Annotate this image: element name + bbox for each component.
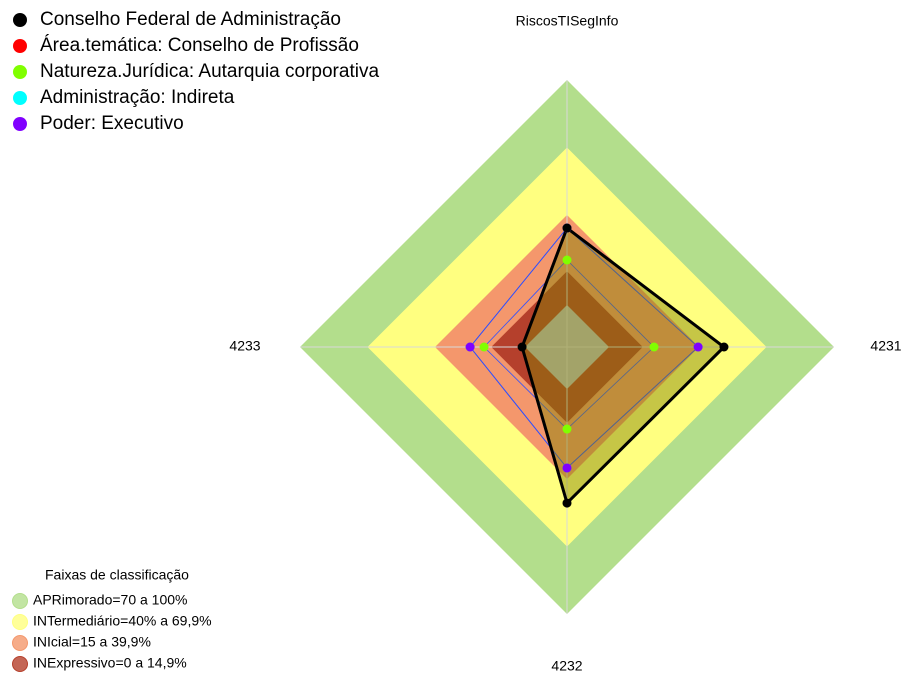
series-point: [479, 342, 489, 352]
legend-title: Faixas de classificação: [45, 567, 189, 583]
series-point: [649, 342, 659, 352]
legend-marker: [13, 39, 27, 53]
series-point: [517, 342, 527, 352]
legend-label: Administração: Indireta: [40, 87, 235, 108]
series-point: [562, 255, 572, 265]
legend-label: INIcial=15 a 39,9%: [33, 634, 151, 650]
legend-marker: [12, 614, 28, 630]
series-point: [562, 463, 572, 473]
series-point: [562, 424, 572, 434]
series-point: [465, 342, 475, 352]
series-point: [562, 498, 572, 508]
legend-marker: [13, 117, 27, 131]
legend-label: APRimorado=70 a 100%: [33, 592, 188, 608]
legend-marker: [13, 65, 27, 79]
legend-marker: [13, 13, 27, 27]
legend-marker: [13, 91, 27, 105]
series-point: [693, 342, 703, 352]
axis-label: 4231: [870, 338, 901, 354]
series-point: [562, 223, 572, 233]
axis-label: 4232: [551, 658, 582, 674]
axis-label: RiscosTISegInfo: [516, 13, 619, 29]
legend-marker: [12, 656, 28, 672]
legend-label: Área.temática: Conselho de Profissão: [40, 35, 359, 56]
legend-label: INExpressivo=0 a 14,9%: [33, 655, 187, 671]
series-point: [719, 342, 729, 352]
legend-marker: [12, 635, 28, 651]
legend-label: Natureza.Jurídica: Autarquia corporativa: [40, 61, 379, 82]
legend-marker: [12, 593, 28, 609]
legend-label: INTermediário=40% a 69,9%: [33, 613, 212, 629]
legend-label: Conselho Federal de Administração: [40, 9, 341, 30]
axis-label: 4233: [229, 338, 260, 354]
legend-label: Poder: Executivo: [40, 113, 184, 134]
